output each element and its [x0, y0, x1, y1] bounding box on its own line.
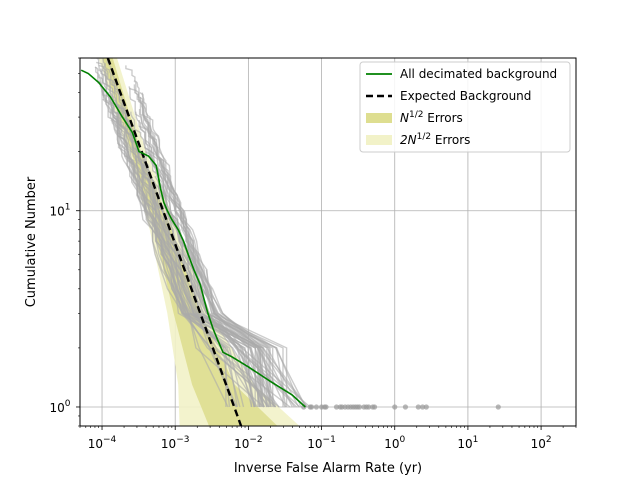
- legend-swatch: [366, 135, 392, 145]
- trial-line: [105, 90, 245, 408]
- trial-point: [495, 404, 501, 410]
- legend: All decimated background Expected Backgro…: [359, 61, 571, 153]
- trial-point: [392, 404, 398, 410]
- legend-swatch: [366, 113, 392, 123]
- trial-point: [356, 404, 363, 410]
- trial-line: [138, 109, 298, 408]
- all-decimated-path: [80, 69, 306, 408]
- trial-point: [423, 404, 429, 410]
- trial-line: [115, 103, 291, 408]
- trial-line: [183, 210, 268, 408]
- y-axis-label: Cumulative Number: [24, 176, 39, 307]
- legend-label: N1/2 Errors: [400, 110, 463, 125]
- all-decimated-background-line: [80, 69, 306, 408]
- trial-point: [419, 404, 426, 410]
- trial-point: [323, 404, 329, 410]
- axes-frame: [79, 57, 577, 427]
- trial-line: [97, 75, 256, 408]
- legend-label: 2N1/2 Errors: [400, 132, 470, 147]
- trial-line: [139, 96, 270, 407]
- trial-line: [141, 176, 280, 408]
- trial-point: [308, 404, 315, 410]
- trial-line: [95, 67, 269, 408]
- x-axis-label: Inverse False Alarm Rate (yr): [234, 461, 422, 476]
- trial-points: [301, 404, 501, 410]
- trial-point: [415, 404, 421, 410]
- trial-point: [333, 404, 340, 410]
- trial-line: [171, 229, 255, 408]
- trial-point: [402, 404, 409, 410]
- legend-box: [359, 61, 571, 153]
- trial-line: [118, 111, 256, 407]
- trial-point: [371, 404, 378, 410]
- trial-line: [205, 269, 271, 407]
- trial-line: [125, 65, 288, 407]
- plot-area: [80, 58, 576, 426]
- trial-line: [139, 92, 306, 408]
- trial-point: [313, 404, 319, 410]
- trial-line: [125, 155, 265, 408]
- trial-point: [366, 404, 372, 410]
- legend-label: All decimated background: [400, 67, 557, 81]
- legend-label: Expected Background: [400, 89, 531, 103]
